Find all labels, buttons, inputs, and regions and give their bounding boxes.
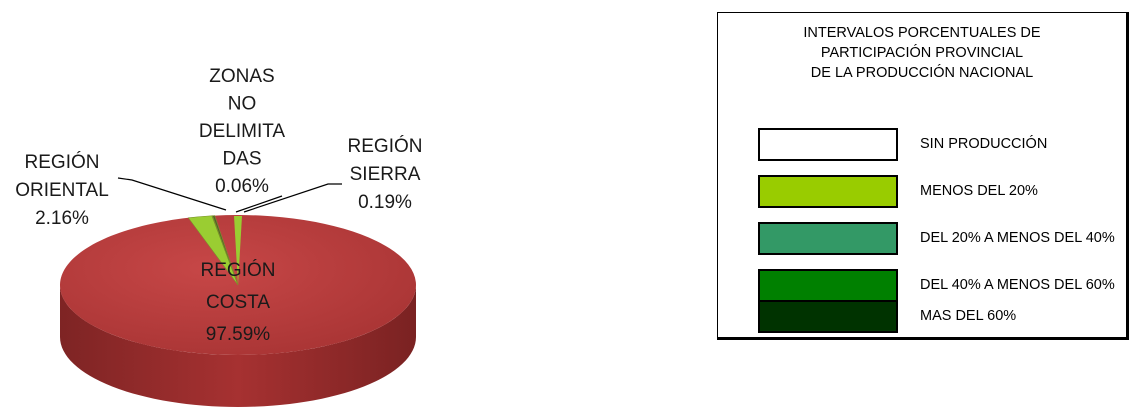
legend-swatch (758, 222, 898, 255)
legend: INTERVALOS PORCENTUALES DE PARTICIPACIÓN… (717, 12, 1129, 340)
legend-title-line: PARTICIPACIÓN PROVINCIAL (820, 45, 1024, 61)
legend-swatch (758, 128, 898, 161)
pie-side-wall (60, 285, 416, 407)
legend-item-40-60: DEL 40% A MENOS DEL 60% (740, 269, 1120, 307)
legend-swatch (758, 300, 898, 333)
pie-slice-regi-n-sierra (212, 215, 239, 286)
legend-label: DEL 40% A MENOS DEL 60% (920, 277, 1115, 293)
pie-labels: REGIÓN COSTA 97.59% REGIÓN ORIENTAL 2.16% ZONA… (15, 66, 422, 345)
legend-swatch (758, 269, 898, 302)
pie-label-sierra: REGIÓN SIERRA 0.19% (348, 135, 423, 213)
legend-swatch (758, 175, 898, 208)
legend-label: MENOS DEL 20% (920, 183, 1038, 199)
legend-label: MAS DEL 60% (920, 308, 1017, 324)
pie-label-oriental: REGIÓN ORIENTAL 2.16% (15, 151, 109, 229)
legend-item-20-40: DEL 20% A MENOS DEL 40% (740, 222, 1120, 260)
leader-zonas (235, 195, 283, 213)
legend-item-sin-produccion: SIN PRODUCCIÓN (740, 128, 1120, 166)
pie-slices (59, 215, 416, 407)
leader-oriental (117, 177, 227, 211)
leader-sierra (243, 183, 342, 213)
legend-item-menos-20: MENOS DEL 20% (740, 175, 1120, 213)
legend-title-line: DE LA PRODUCCIÓN NACIONAL (810, 65, 1034, 81)
legend-item-mas-60: MAS DEL 60% (740, 300, 1120, 338)
pie-label-zonas: ZONAS NO DELIMITA DAS 0.06% (199, 66, 286, 197)
pie-leader-lines (117, 177, 342, 213)
pie-chart: REGIÓN COSTA 97.59% REGIÓN ORIENTAL 2.16% ZONA… (15, 66, 422, 407)
legend-title: INTERVALOS PORCENTUALES DE PARTICIPACIÓN… (718, 23, 1126, 83)
legend-label: SIN PRODUCCIÓN (920, 136, 1048, 152)
legend-title-line: INTERVALOS PORCENTUALES DE (803, 25, 1041, 41)
pie-slice-sliver-highlight (234, 216, 242, 285)
legend-label: DEL 20% A MENOS DEL 40% (920, 230, 1115, 246)
pie-label-costa: REGIÓN COSTA 97.59% (201, 259, 276, 345)
